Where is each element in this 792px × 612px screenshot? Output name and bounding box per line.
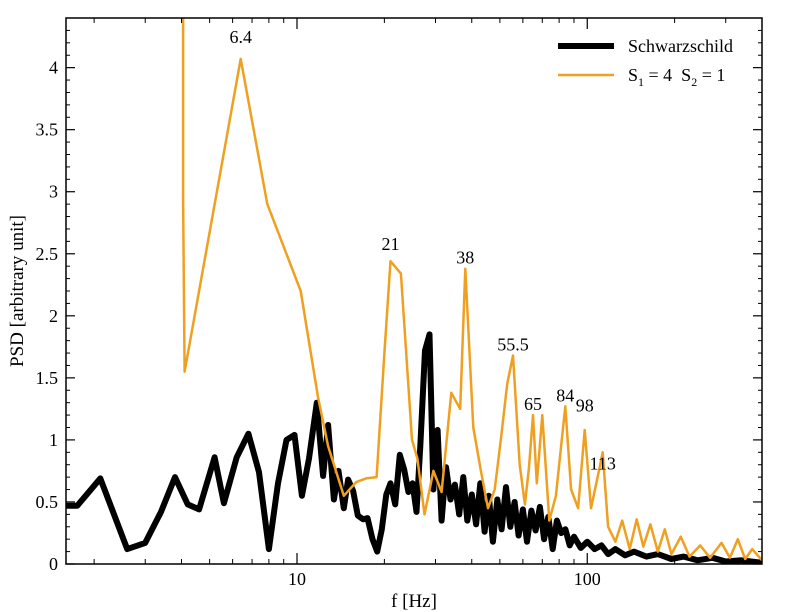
y-tick-label-6: 3 bbox=[49, 182, 58, 202]
peak-label-6: 98 bbox=[576, 395, 594, 415]
y-tick-label-5: 2.5 bbox=[36, 244, 59, 264]
legend-label-spin: S1 = 4 S2 = 1 bbox=[628, 65, 725, 89]
y-tick-label-3: 1.5 bbox=[36, 368, 59, 388]
y-tick-label-8: 4 bbox=[49, 58, 58, 78]
x-tick-label-0: 10 bbox=[288, 569, 306, 589]
x-tick-label-1: 100 bbox=[574, 569, 601, 589]
series-layer bbox=[66, 18, 762, 564]
y-tick-label-1: 0.5 bbox=[36, 492, 59, 512]
peak-label-7: 113 bbox=[589, 454, 615, 474]
peak-label-2: 38 bbox=[456, 248, 474, 268]
ticks-layer: 0 0.5 1 1.5 2 2.5 3 3.5 4 10 100 bbox=[36, 18, 763, 589]
y-axis-label: PSD [arbitrary unit] bbox=[7, 215, 28, 367]
peak-label-3: 55.5 bbox=[497, 335, 529, 355]
annotations-layer: 6.4 21 38 55.5 65 84 98 113 bbox=[229, 27, 615, 474]
y-tick-label-2: 1 bbox=[49, 430, 58, 450]
y-tick-label-0: 0 bbox=[49, 554, 58, 574]
peak-label-1: 21 bbox=[382, 234, 400, 254]
peak-label-5: 84 bbox=[556, 385, 574, 405]
x-axis-label: f [Hz] bbox=[391, 591, 437, 612]
legend: Schwarzschild S1 = 4 S2 = 1 bbox=[558, 36, 733, 89]
legend-label-schwarzschild: Schwarzschild bbox=[628, 36, 733, 56]
y-tick-label-7: 3.5 bbox=[36, 120, 59, 140]
peak-label-4: 65 bbox=[524, 394, 542, 414]
y-tick-label-4: 2 bbox=[49, 306, 58, 326]
peak-label-0: 6.4 bbox=[229, 27, 252, 47]
series-line-1 bbox=[181, 18, 762, 562]
series-line-0 bbox=[66, 331, 762, 564]
